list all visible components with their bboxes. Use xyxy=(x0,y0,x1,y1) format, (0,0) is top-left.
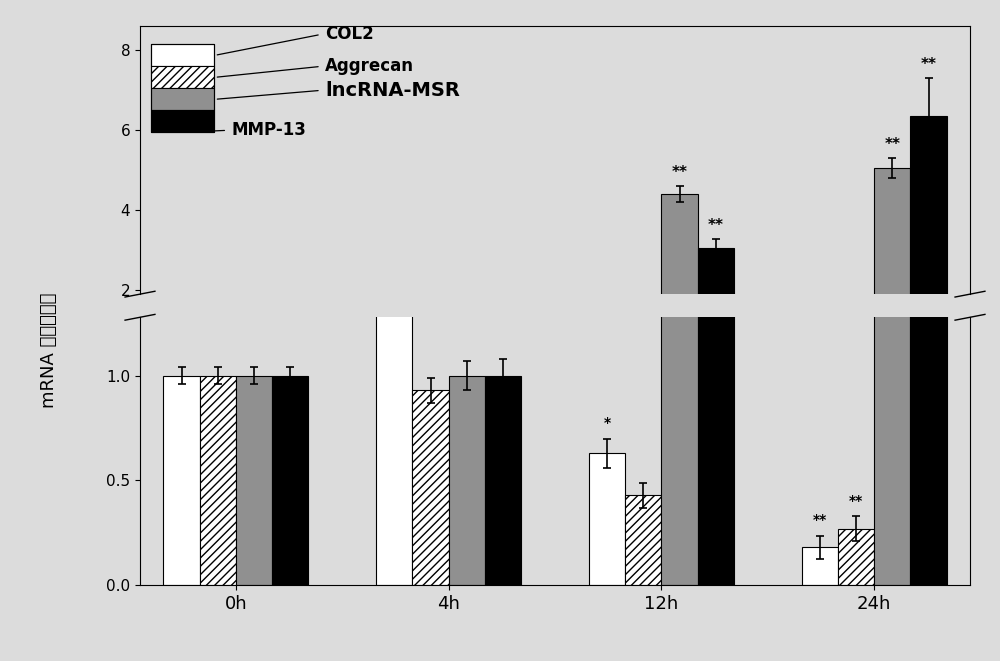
Bar xyxy=(200,376,236,585)
Bar xyxy=(449,376,485,585)
Text: *: * xyxy=(604,416,611,430)
Bar xyxy=(163,376,200,585)
Bar xyxy=(200,330,236,370)
Text: **: ** xyxy=(708,218,724,233)
Text: **: ** xyxy=(884,137,900,152)
Bar xyxy=(485,376,521,585)
Text: MMP-13: MMP-13 xyxy=(232,122,306,139)
Bar xyxy=(874,0,910,585)
Bar xyxy=(236,330,272,370)
Bar xyxy=(236,376,272,585)
Bar xyxy=(661,194,698,370)
Text: **: ** xyxy=(849,494,863,508)
Bar xyxy=(412,391,449,585)
Bar xyxy=(412,333,449,370)
Bar xyxy=(698,0,734,585)
Text: lncRNA-MSR: lncRNA-MSR xyxy=(325,81,460,100)
Bar xyxy=(272,330,308,370)
Bar xyxy=(151,66,214,89)
Bar xyxy=(910,0,947,585)
Bar xyxy=(163,330,200,370)
Bar xyxy=(910,116,947,370)
Bar xyxy=(838,529,874,585)
Bar xyxy=(151,44,214,132)
Bar xyxy=(874,169,910,370)
Bar xyxy=(802,547,838,585)
Text: **: ** xyxy=(813,514,827,527)
Bar xyxy=(661,0,698,585)
Bar xyxy=(376,282,412,585)
Bar xyxy=(485,330,521,370)
Bar xyxy=(589,453,625,585)
Text: **: ** xyxy=(920,58,936,73)
Text: Aggrecan: Aggrecan xyxy=(325,58,414,75)
Bar xyxy=(589,345,625,370)
Bar xyxy=(449,330,485,370)
Bar xyxy=(838,360,874,370)
Bar xyxy=(151,110,214,132)
Bar xyxy=(151,89,214,110)
Text: mRNA 的相对表达: mRNA 的相对表达 xyxy=(40,293,58,408)
Bar xyxy=(625,495,661,585)
Bar xyxy=(151,44,214,66)
Bar xyxy=(625,353,661,370)
Bar xyxy=(376,312,412,370)
Text: **: ** xyxy=(672,165,688,180)
Bar xyxy=(698,248,734,370)
Bar xyxy=(802,363,838,370)
Text: COL2: COL2 xyxy=(325,25,374,44)
Bar xyxy=(272,376,308,585)
